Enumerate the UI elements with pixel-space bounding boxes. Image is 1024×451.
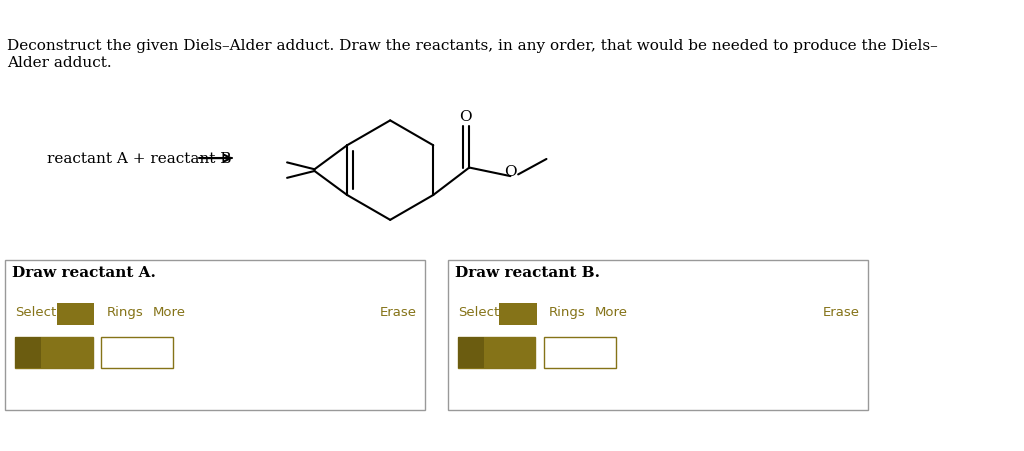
Text: Draw: Draw	[56, 307, 95, 320]
Text: C: C	[109, 341, 118, 354]
Text: //: //	[492, 341, 501, 354]
Bar	[101, 338, 173, 368]
Text: /: /	[26, 341, 31, 354]
Text: O: O	[504, 165, 517, 179]
Bar	[499, 304, 537, 326]
Text: C: C	[551, 341, 560, 354]
Bar	[56, 304, 94, 326]
Bar	[5, 261, 425, 410]
Text: Select: Select	[15, 305, 56, 318]
Text: Draw reactant A.: Draw reactant A.	[12, 266, 156, 280]
Text: Rings: Rings	[106, 305, 143, 318]
Text: ///: ///	[515, 341, 529, 354]
Bar	[458, 338, 536, 368]
Bar	[15, 338, 92, 368]
Text: //: //	[49, 341, 58, 354]
Text: Erase: Erase	[822, 305, 859, 318]
Text: ///: ///	[73, 341, 87, 354]
Text: More: More	[153, 305, 185, 318]
Text: O: O	[156, 341, 167, 354]
Bar	[458, 338, 483, 368]
Text: Alder adduct.: Alder adduct.	[7, 56, 112, 70]
Text: O: O	[598, 341, 609, 354]
Bar	[447, 261, 867, 410]
Text: Rings: Rings	[549, 305, 586, 318]
Text: Select: Select	[458, 305, 499, 318]
Text: H: H	[132, 341, 142, 354]
Text: Draw reactant B.: Draw reactant B.	[455, 266, 599, 280]
Text: Draw: Draw	[499, 307, 538, 320]
Bar	[544, 338, 615, 368]
Bar	[15, 338, 41, 368]
Text: H: H	[574, 341, 585, 354]
Text: O: O	[460, 110, 472, 124]
Text: Erase: Erase	[380, 305, 417, 318]
Text: Deconstruct the given Diels–Alder adduct. Draw the reactants, in any order, that: Deconstruct the given Diels–Alder adduct…	[7, 39, 938, 53]
Text: reactant A + reactant B: reactant A + reactant B	[47, 152, 231, 166]
Text: More: More	[595, 305, 628, 318]
Text: /: /	[469, 341, 473, 354]
